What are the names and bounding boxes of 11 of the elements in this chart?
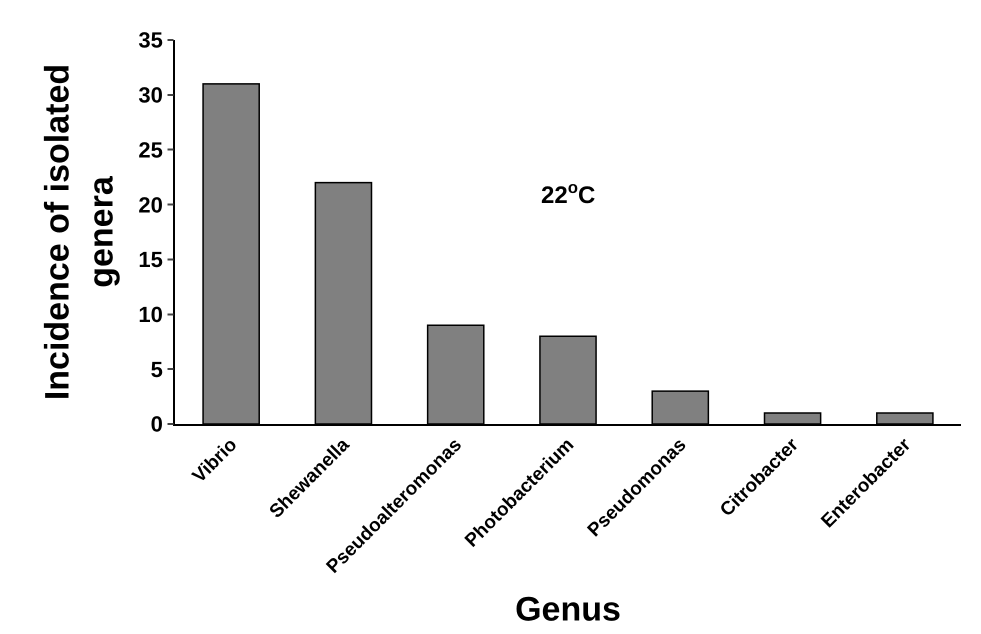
y-tick-label: 15 (138, 247, 163, 272)
y-tick-label: 25 (138, 137, 163, 162)
y-tick-label: 20 (138, 192, 163, 218)
y-tick-label: 10 (138, 302, 163, 327)
y-tick-label: 35 (138, 28, 163, 53)
x-axis-title: Genus (515, 590, 621, 629)
y-axis-title: Incidence of isolated genera (38, 64, 120, 400)
annotation: 22$^{o}$C (541, 178, 596, 210)
y-tick-label: 5 (150, 356, 163, 382)
y-tick-label: 30 (138, 82, 163, 108)
y-tick-label: 0 (150, 412, 163, 437)
